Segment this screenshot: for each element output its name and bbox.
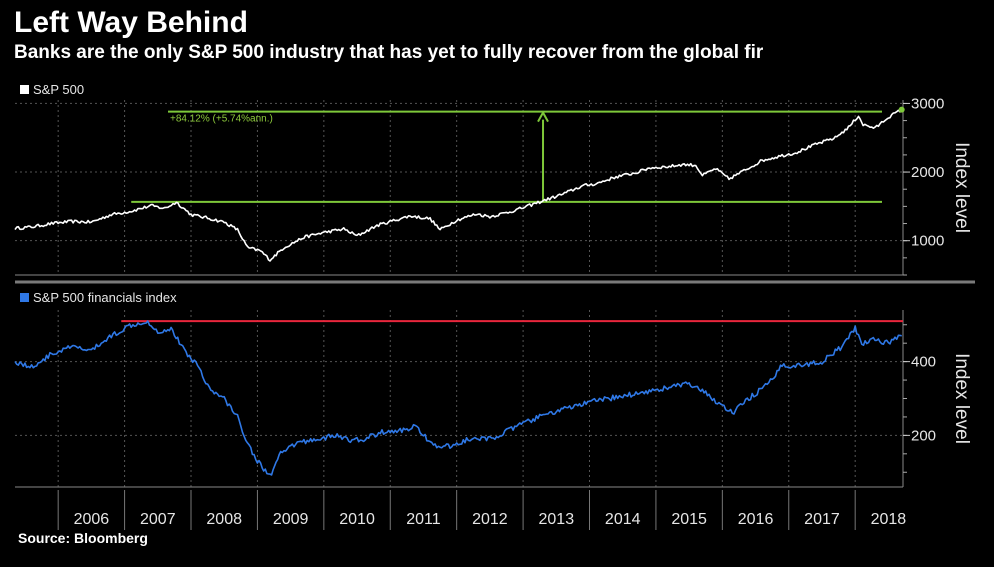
- x-tick-label-2012: 2012: [472, 511, 508, 528]
- gain-annotation: +84.12% (+5.74%ann.): [170, 114, 273, 125]
- legend-financials: S&P 500 financials index: [20, 290, 177, 305]
- series-line-financials: [14, 320, 902, 476]
- series-end-marker-sp500: [898, 106, 905, 113]
- y-tick-label-0-3000: 3000: [911, 95, 944, 112]
- y-axis-label-1: Index level: [951, 353, 972, 444]
- x-tick-label-2013: 2013: [539, 511, 575, 528]
- y-tick-label-1-200: 200: [911, 427, 936, 444]
- chart-title: Left Way Behind: [14, 6, 248, 39]
- y-tick-label-0-2000: 2000: [911, 164, 944, 181]
- x-tick-label-2014: 2014: [605, 511, 641, 528]
- x-tick-label-2015: 2015: [671, 511, 707, 528]
- x-tick-label-2011: 2011: [406, 511, 441, 528]
- x-tick-label-2009: 2009: [273, 511, 309, 528]
- x-tick-label-2006: 2006: [74, 511, 110, 528]
- x-tick-label-2018: 2018: [871, 511, 907, 528]
- legend-swatch-sp500: [20, 85, 29, 94]
- y-tick-label-0-1000: 1000: [911, 233, 944, 250]
- x-tick-label-2017: 2017: [804, 511, 840, 528]
- legend-label-sp500: S&P 500: [33, 82, 85, 97]
- legend-swatch-financials: [20, 293, 29, 302]
- x-tick-label-2007: 2007: [140, 511, 176, 528]
- chart-subtitle: Banks are the only S&P 500 industry that…: [14, 42, 764, 63]
- y-tick-label-1-400: 400: [911, 354, 936, 371]
- gain-arrow-head: [537, 110, 549, 123]
- x-tick-label-2008: 2008: [206, 511, 242, 528]
- y-axis-label-0: Index level: [951, 142, 972, 233]
- legend-sp500: S&P 500: [20, 82, 84, 97]
- legend-label-financials: S&P 500 financials index: [33, 290, 177, 305]
- x-tick-label-2016: 2016: [738, 511, 774, 528]
- series-line-sp500: [14, 109, 903, 262]
- source-note: Source: Bloomberg: [18, 530, 148, 546]
- x-tick-label-2010: 2010: [339, 511, 375, 528]
